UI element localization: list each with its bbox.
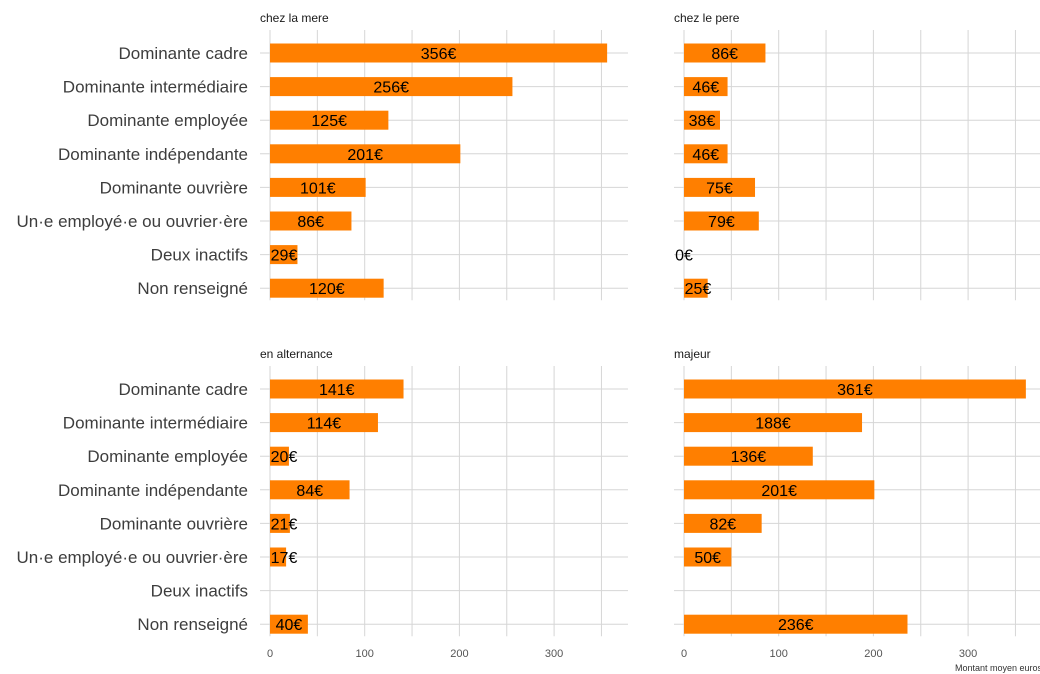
data-label-chez-le-pere-1: 46€: [692, 80, 719, 97]
bar-majeur-7: [684, 614, 908, 634]
bar-chez-le-pere-2: [684, 110, 720, 130]
data-label-chez-la-mere-6: 29€: [271, 248, 298, 265]
bar-chez-la-mere-2: [270, 110, 389, 130]
bar-chez-la-mere-4: [270, 177, 366, 197]
bar-chez-la-mere-3: [270, 144, 461, 164]
data-label-chez-le-pere-0: 86€: [711, 46, 738, 63]
bar-en-alternance-5: [270, 547, 287, 567]
bar-chez-la-mere-6: [270, 245, 298, 265]
data-label-chez-le-pere-4: 75€: [706, 180, 733, 197]
bar-chez-le-pere-7: [684, 278, 708, 298]
data-label-majeur-2: 136€: [731, 449, 767, 466]
data-label-en-alternance-5: 17€: [271, 550, 298, 567]
category-label-2: Dominante employée: [87, 111, 248, 130]
data-label-chez-la-mere-0: 356€: [421, 46, 457, 63]
data-label-chez-le-pere-7: 25€: [685, 281, 712, 298]
data-label-en-alternance-1: 114€: [307, 416, 342, 433]
bar-en-alternance-1: [270, 413, 378, 433]
x-axis-label: Montant moyen euros: [955, 663, 1040, 673]
data-label-chez-la-mere-7: 120€: [309, 281, 345, 298]
category-label-6: Deux inactifs: [151, 582, 248, 601]
bar-en-alternance-7: [270, 614, 308, 634]
data-label-chez-le-pere-3: 46€: [692, 147, 719, 164]
panel-title-chez-le-pere: chez le pere: [674, 11, 740, 25]
bar-en-alternance-2: [270, 446, 289, 466]
data-label-chez-la-mere-3: 201€: [347, 147, 383, 164]
bar-chez-la-mere-1: [270, 77, 513, 97]
x-tick-label: 0: [681, 648, 687, 660]
bar-majeur-1: [684, 413, 863, 433]
category-label-4: Dominante ouvrière: [100, 514, 248, 533]
bar-chez-le-pere-0: [684, 43, 766, 63]
data-label-chez-la-mere-2: 125€: [311, 113, 347, 130]
data-label-chez-le-pere-6: 0€: [675, 248, 693, 265]
category-label-2: Dominante employée: [87, 447, 248, 466]
data-label-chez-le-pere-2: 38€: [689, 113, 716, 130]
category-label-3: Dominante indépendante: [58, 145, 248, 164]
x-tick-label: 100: [770, 648, 788, 660]
category-label-5: Un·e employé·e ou ouvrier·ère: [17, 212, 249, 231]
category-label-3: Dominante indépendante: [58, 481, 248, 500]
data-label-en-alternance-3: 84€: [296, 483, 323, 500]
bar-en-alternance-3: [270, 480, 350, 500]
bar-chez-la-mere-7: [270, 278, 384, 298]
data-label-chez-la-mere-4: 101€: [300, 180, 336, 197]
data-label-en-alternance-7: 40€: [276, 617, 303, 634]
category-label-4: Dominante ouvrière: [100, 178, 248, 197]
category-label-0: Dominante cadre: [119, 380, 248, 399]
data-label-majeur-0: 361€: [837, 382, 873, 399]
category-label-0: Dominante cadre: [119, 44, 248, 63]
data-label-majeur-7: 236€: [778, 617, 814, 634]
panel-title-majeur: majeur: [674, 347, 711, 361]
data-label-en-alternance-4: 21€: [271, 516, 298, 533]
category-label-1: Dominante intermédiaire: [63, 414, 248, 433]
panel-title-en-alternance: en alternance: [260, 347, 333, 361]
bar-majeur-2: [684, 446, 813, 466]
bar-majeur-5: [684, 547, 732, 567]
data-label-majeur-3: 201€: [761, 483, 797, 500]
bar-chez-le-pere-1: [684, 77, 728, 97]
panel-title-chez-la-mere: chez la mere: [260, 11, 329, 25]
x-tick-label: 200: [450, 648, 468, 660]
category-label-7: Non renseigné: [137, 279, 248, 298]
category-label-7: Non renseigné: [137, 615, 248, 634]
data-label-en-alternance-0: 141€: [319, 382, 355, 399]
x-tick-label: 300: [959, 648, 977, 660]
data-label-chez-le-pere-5: 79€: [708, 214, 735, 231]
bar-en-alternance-4: [270, 513, 290, 533]
data-label-majeur-1: 188€: [755, 416, 791, 433]
bar-chez-la-mere-0: [270, 43, 608, 63]
bar-chez-la-mere-5: [270, 211, 352, 231]
x-tick-label: 300: [545, 648, 563, 660]
category-label-5: Un·e employé·e ou ouvrier·ère: [17, 548, 249, 567]
bar-chez-le-pere-4: [684, 177, 756, 197]
bar-majeur-0: [684, 379, 1026, 399]
x-tick-label: 100: [356, 648, 374, 660]
bar-majeur-3: [684, 480, 875, 500]
bar-chez-le-pere-5: [684, 211, 759, 231]
data-label-en-alternance-2: 20€: [271, 449, 298, 466]
x-tick-label: 0: [267, 648, 273, 660]
data-label-majeur-4: 82€: [709, 516, 736, 533]
bar-majeur-4: [684, 513, 762, 533]
category-label-6: Deux inactifs: [151, 246, 248, 265]
bar-chez-le-pere-3: [684, 144, 728, 164]
bar-en-alternance-0: [270, 379, 404, 399]
x-tick-label: 200: [864, 648, 882, 660]
data-label-chez-la-mere-1: 256€: [373, 80, 409, 97]
data-label-chez-la-mere-5: 86€: [297, 214, 324, 231]
category-label-1: Dominante intermédiaire: [63, 78, 248, 97]
data-label-majeur-5: 50€: [694, 550, 721, 567]
